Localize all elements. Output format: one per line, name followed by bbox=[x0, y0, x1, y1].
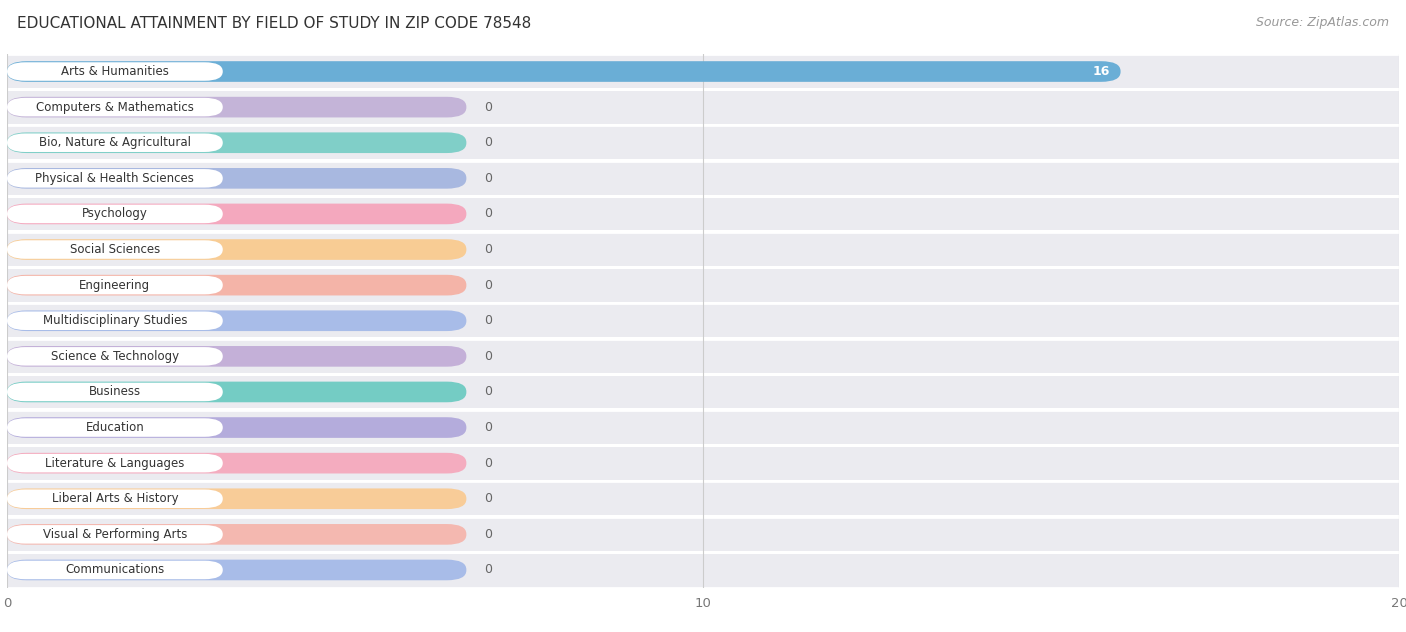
Text: 0: 0 bbox=[484, 350, 492, 363]
Text: Visual & Performing Arts: Visual & Performing Arts bbox=[42, 528, 187, 541]
FancyBboxPatch shape bbox=[7, 205, 222, 223]
FancyBboxPatch shape bbox=[7, 97, 467, 118]
FancyBboxPatch shape bbox=[7, 383, 222, 401]
FancyBboxPatch shape bbox=[7, 373, 1399, 375]
Text: 16: 16 bbox=[1092, 65, 1111, 78]
FancyBboxPatch shape bbox=[7, 525, 222, 544]
FancyBboxPatch shape bbox=[7, 52, 1399, 55]
Text: 0: 0 bbox=[484, 172, 492, 185]
FancyBboxPatch shape bbox=[7, 196, 1399, 232]
Text: Social Sciences: Social Sciences bbox=[70, 243, 160, 256]
Text: Engineering: Engineering bbox=[79, 279, 150, 291]
Text: Communications: Communications bbox=[65, 564, 165, 576]
Text: Business: Business bbox=[89, 386, 141, 398]
Text: 0: 0 bbox=[484, 279, 492, 291]
FancyBboxPatch shape bbox=[7, 232, 1399, 267]
FancyBboxPatch shape bbox=[7, 88, 1399, 91]
FancyBboxPatch shape bbox=[7, 444, 1399, 447]
Text: Physical & Health Sciences: Physical & Health Sciences bbox=[35, 172, 194, 185]
FancyBboxPatch shape bbox=[7, 267, 1399, 303]
FancyBboxPatch shape bbox=[7, 301, 1399, 305]
Text: 0: 0 bbox=[484, 100, 492, 114]
Text: 0: 0 bbox=[484, 386, 492, 398]
FancyBboxPatch shape bbox=[7, 550, 1399, 554]
FancyBboxPatch shape bbox=[7, 303, 1399, 339]
FancyBboxPatch shape bbox=[7, 266, 1399, 269]
Text: 0: 0 bbox=[484, 421, 492, 434]
FancyBboxPatch shape bbox=[7, 347, 222, 365]
FancyBboxPatch shape bbox=[7, 453, 467, 473]
Text: 0: 0 bbox=[484, 137, 492, 149]
FancyBboxPatch shape bbox=[7, 54, 1399, 89]
FancyBboxPatch shape bbox=[7, 276, 222, 295]
FancyBboxPatch shape bbox=[7, 490, 222, 508]
Text: Computers & Mathematics: Computers & Mathematics bbox=[37, 100, 194, 114]
FancyBboxPatch shape bbox=[7, 417, 467, 438]
Text: Education: Education bbox=[86, 421, 145, 434]
FancyBboxPatch shape bbox=[7, 561, 222, 579]
FancyBboxPatch shape bbox=[7, 240, 222, 258]
FancyBboxPatch shape bbox=[7, 98, 222, 116]
FancyBboxPatch shape bbox=[7, 346, 467, 367]
Text: 0: 0 bbox=[484, 528, 492, 541]
FancyBboxPatch shape bbox=[7, 382, 467, 403]
FancyBboxPatch shape bbox=[7, 123, 1399, 126]
Text: 0: 0 bbox=[484, 492, 492, 505]
Text: Source: ZipAtlas.com: Source: ZipAtlas.com bbox=[1256, 16, 1389, 29]
FancyBboxPatch shape bbox=[7, 481, 1399, 516]
FancyBboxPatch shape bbox=[7, 168, 467, 189]
FancyBboxPatch shape bbox=[7, 125, 1399, 161]
FancyBboxPatch shape bbox=[7, 89, 1399, 125]
Text: 0: 0 bbox=[484, 207, 492, 221]
FancyBboxPatch shape bbox=[7, 480, 1399, 482]
FancyBboxPatch shape bbox=[7, 204, 467, 224]
Text: Bio, Nature & Agricultural: Bio, Nature & Agricultural bbox=[39, 137, 191, 149]
FancyBboxPatch shape bbox=[7, 418, 222, 437]
Text: Arts & Humanities: Arts & Humanities bbox=[60, 65, 169, 78]
Text: Psychology: Psychology bbox=[82, 207, 148, 221]
Text: 0: 0 bbox=[484, 243, 492, 256]
Text: 0: 0 bbox=[484, 457, 492, 470]
FancyBboxPatch shape bbox=[7, 133, 222, 152]
FancyBboxPatch shape bbox=[7, 195, 1399, 198]
FancyBboxPatch shape bbox=[7, 524, 467, 545]
Text: 0: 0 bbox=[484, 314, 492, 327]
FancyBboxPatch shape bbox=[7, 169, 222, 188]
FancyBboxPatch shape bbox=[7, 161, 1399, 196]
Text: Multidisciplinary Studies: Multidisciplinary Studies bbox=[42, 314, 187, 327]
FancyBboxPatch shape bbox=[7, 410, 1399, 446]
FancyBboxPatch shape bbox=[7, 515, 1399, 518]
Text: EDUCATIONAL ATTAINMENT BY FIELD OF STUDY IN ZIP CODE 78548: EDUCATIONAL ATTAINMENT BY FIELD OF STUDY… bbox=[17, 16, 531, 31]
FancyBboxPatch shape bbox=[7, 408, 1399, 411]
FancyBboxPatch shape bbox=[7, 312, 222, 330]
FancyBboxPatch shape bbox=[7, 374, 1399, 410]
FancyBboxPatch shape bbox=[7, 339, 1399, 374]
FancyBboxPatch shape bbox=[7, 337, 1399, 340]
FancyBboxPatch shape bbox=[7, 61, 1121, 82]
Text: 0: 0 bbox=[484, 564, 492, 576]
FancyBboxPatch shape bbox=[7, 159, 1399, 162]
FancyBboxPatch shape bbox=[7, 516, 1399, 552]
FancyBboxPatch shape bbox=[7, 275, 467, 296]
Text: Science & Technology: Science & Technology bbox=[51, 350, 179, 363]
FancyBboxPatch shape bbox=[7, 446, 1399, 481]
FancyBboxPatch shape bbox=[7, 63, 222, 81]
Text: Liberal Arts & History: Liberal Arts & History bbox=[52, 492, 179, 505]
FancyBboxPatch shape bbox=[7, 552, 1399, 588]
FancyBboxPatch shape bbox=[7, 132, 467, 153]
FancyBboxPatch shape bbox=[7, 230, 1399, 233]
FancyBboxPatch shape bbox=[7, 239, 467, 260]
FancyBboxPatch shape bbox=[7, 310, 467, 331]
FancyBboxPatch shape bbox=[7, 454, 222, 472]
FancyBboxPatch shape bbox=[7, 489, 467, 509]
Text: Literature & Languages: Literature & Languages bbox=[45, 457, 184, 470]
FancyBboxPatch shape bbox=[7, 559, 467, 580]
